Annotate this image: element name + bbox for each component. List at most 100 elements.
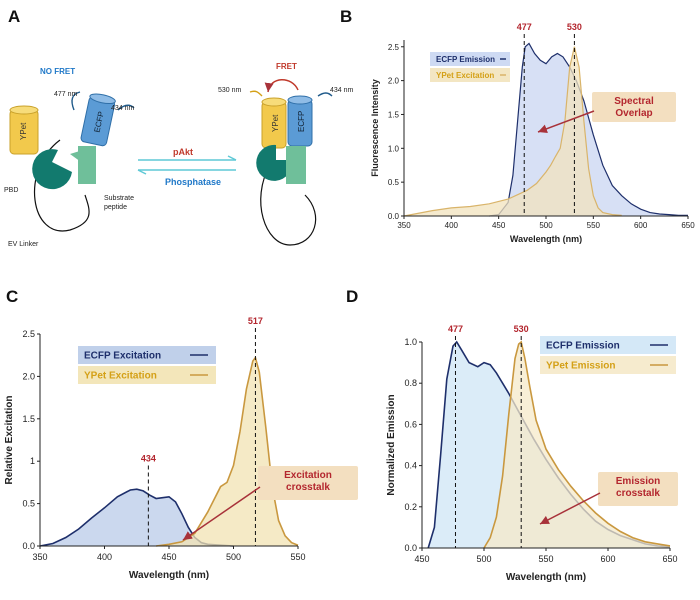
chart-d-annotation-text: crosstalk (616, 488, 660, 499)
excite-434-arrow-left (117, 104, 135, 111)
nm-434-left-label: 434 nm (111, 105, 135, 112)
pbd-domain-right (256, 144, 293, 181)
chart-c-ytick-label: 1.5 (22, 414, 35, 424)
panel-d-letter: D (346, 287, 358, 306)
chart-b-xtick-label: 500 (539, 221, 553, 230)
chart-b-legend-box (430, 52, 510, 66)
chart-d-ylabel: Normalized Emission (386, 394, 397, 495)
chart-c-legend-box (78, 366, 216, 384)
chart-c-annotation-text: crosstalk (286, 482, 330, 493)
chart-b-peak-label: 477 (517, 22, 532, 32)
chart-d-annotation-box (598, 472, 678, 506)
panel-d: D 450 500 550 600 650 0.0 0.2 0.4 0.6 0.8 1.0 Wavel… (346, 287, 678, 583)
ypet-top-left (9, 105, 39, 115)
chart-b-annotation-box (592, 92, 676, 122)
substrate-label-1: Substrate (104, 195, 134, 202)
chart-d-legend-label: YPet Emission (546, 361, 615, 372)
no-fret-label: NO FRET (40, 67, 75, 76)
substrate-stem-left (78, 146, 96, 184)
fret-label: FRET (276, 62, 297, 71)
chart-d-annotation-arrow (539, 492, 601, 525)
phosphatase-label: Phosphatase (165, 177, 221, 187)
chart-d-ytick-label: 0.8 (404, 378, 417, 388)
excite-434-arrow-right (317, 92, 333, 97)
chart-d-peak-label: 530 (514, 324, 529, 334)
pakt-label: pAkt (173, 147, 193, 157)
chart-c-xlabel: Wavelength (nm) (129, 570, 209, 581)
chart-c-ytick-label: 1 (30, 456, 35, 466)
chart-c-annotation-box (258, 466, 358, 500)
emit-530-arrow (249, 90, 263, 97)
nm-477-label: 477 nm (54, 91, 78, 98)
chart-b-annotation-arrow (537, 110, 595, 134)
chart-d-xtick-label: 450 (414, 554, 429, 564)
ypet-label-right: YPet (271, 114, 280, 132)
chart-b-ylabel: Fluorescence Intensity (370, 79, 380, 177)
chart-d-xlabel: Wavelength (nm) (506, 572, 586, 583)
chart-d-xtick-label: 650 (662, 554, 677, 564)
ev-linker-right (260, 164, 317, 246)
chart-b-ytick-label: 0.5 (388, 178, 400, 187)
chart-d-ytick-label: 0.0 (404, 543, 417, 553)
chart-d-xtick-label: 600 (600, 554, 615, 564)
chart-b-annotation-text: Overlap (615, 108, 652, 119)
chart-b-ytick-label: 1.0 (388, 144, 400, 153)
fret-transfer-arrow (264, 79, 299, 93)
chart-c-ytick-label: 0.5 (22, 499, 35, 509)
chart-b-xtick-label: 550 (587, 221, 601, 230)
chart-b-ytick-label: 0.0 (388, 212, 400, 221)
sensor-open: YPet ECFP 477 nm 434 nm PBD Substrate pe… (4, 91, 135, 248)
chart-d-ytick-label: 0.4 (404, 461, 417, 471)
chart-c-annotation-text: Excitation (284, 470, 332, 481)
chart-b-xtick-label: 450 (492, 221, 506, 230)
chart-b-series-0-area (489, 43, 688, 217)
chart-b-legend-box (430, 68, 510, 82)
chart-b: 350 400 450 500 550 600 650 0.0 0.5 1.0 1.5 2.0 2.5 W… (370, 22, 695, 244)
sensor-closed: YPet ECFP 530 nm 434 nm (218, 79, 354, 246)
chart-c-xtick-label: 400 (97, 552, 112, 562)
chart-c-xtick-label: 550 (290, 552, 305, 562)
chart-d-ytick-label: 1.0 (404, 337, 417, 347)
chart-b-xtick-label: 650 (681, 221, 695, 230)
chart-d-xtick-label: 500 (476, 554, 491, 564)
chart-d-xtick-label: 550 (538, 554, 553, 564)
nm-530-label: 530 nm (218, 87, 242, 94)
chart-d-ytick-label: 0.2 (404, 502, 417, 512)
chart-c-xtick-label: 350 (32, 552, 47, 562)
panel-c: C 350 400 450 500 550 0.0 0.5 1 1.5 2.0 2.5 Wavelen… (4, 287, 358, 581)
chart-d-series-0-area (428, 342, 670, 548)
chart-d-legend-box (540, 356, 676, 374)
panel-a: A NO FRET FRET YPet ECFP 477 nm 434 nm P… (4, 7, 354, 248)
chart-c-peak-label: 434 (141, 453, 156, 463)
chart-b-ytick-label: 2.0 (388, 77, 400, 86)
chart-c-ylabel: Relative Excitation (4, 396, 15, 485)
emit-477-arrow (71, 91, 81, 111)
chart-b-legend-label: YPet Excitation (436, 71, 494, 80)
pbd-domain-left (32, 149, 72, 190)
ecfp-barrel-left: ECFP (80, 93, 116, 147)
chart-d-series-1-line (483, 340, 671, 549)
chart-d: 450 500 550 600 650 0.0 0.2 0.4 0.6 0.8 1.0 Wavelen… (386, 324, 678, 583)
chart-c-annotation-arrow (182, 486, 261, 541)
pbd-label: PBD (4, 187, 18, 194)
chart-b-xtick-label: 400 (445, 221, 459, 230)
chart-b-annotation-text: Spectral (614, 96, 654, 107)
chart-d-legend-label: ECFP Emission (546, 341, 620, 352)
substrate-label-2: peptide (104, 204, 127, 211)
chart-b-ytick-label: 1.5 (388, 110, 400, 119)
ecfp-label-left: ECFP (93, 111, 106, 134)
chart-b-peak-label: 530 (567, 22, 582, 32)
chart-c-peak-label: 517 (248, 316, 263, 326)
chart-d-ytick-label: 0.6 (404, 419, 417, 429)
chart-b-xtick-label: 600 (634, 221, 648, 230)
chart-b-series-1-line (403, 46, 622, 217)
chart-b-legend-label: ECFP Emission (436, 55, 495, 64)
chart-c-ytick-label: 0.0 (22, 541, 35, 551)
panel-a-letter: A (8, 7, 20, 26)
ypet-label-left: YPet (19, 122, 28, 140)
chart-c: 350 400 450 500 550 0.0 0.5 1 1.5 2.0 2.5 Wavelengt… (4, 316, 358, 581)
chart-b-series-0-line (489, 42, 688, 217)
chart-b-series-1-area (404, 46, 622, 216)
chart-b-xtick-label: 350 (397, 221, 411, 230)
